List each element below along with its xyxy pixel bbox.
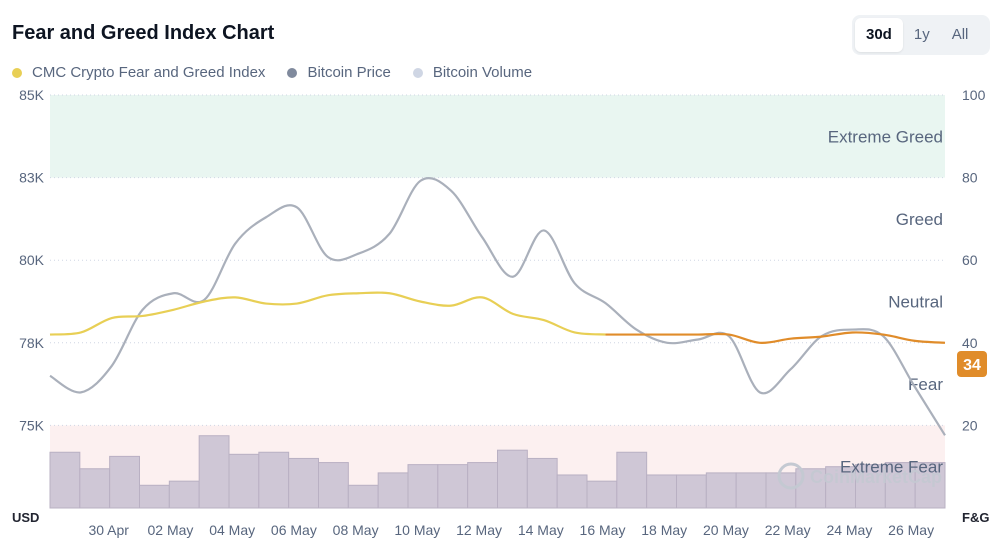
volume-bar (735, 472, 767, 509)
legend-label: Bitcoin Price (307, 64, 391, 81)
y-left-tick-label: 85K (19, 87, 45, 103)
volume-bar (705, 472, 737, 509)
volume-bar (467, 462, 498, 509)
volume-bar (437, 464, 469, 509)
volume-bar (288, 457, 319, 509)
y-right-tick-label: 60 (962, 252, 978, 268)
volume-bar (855, 464, 886, 509)
legend-dot-icon (12, 67, 22, 78)
volume-bar (676, 474, 707, 509)
y-left-tick-label: 75K (19, 417, 45, 433)
x-tick-label: 12 May (456, 522, 502, 538)
volume-bar (497, 449, 528, 509)
x-tick-label: 20 May (703, 522, 749, 538)
volume-bar (79, 468, 111, 509)
volume-bar (586, 480, 618, 509)
range-30d-button[interactable]: 30d (855, 18, 903, 52)
volume-bar (407, 464, 439, 509)
volume-bar (884, 462, 916, 509)
page-title: Fear and Greed Index Chart (12, 22, 275, 44)
volume-bar (825, 466, 857, 509)
fear-greed-line (49, 291, 606, 336)
volume-bar (765, 472, 797, 509)
volume-bar (258, 451, 290, 509)
volume-bar (109, 455, 140, 509)
x-tick-label: 08 May (333, 522, 379, 538)
time-range-selector: 30d 1y All (852, 15, 990, 55)
x-tick-label: 22 May (765, 522, 811, 538)
y-right-unit: F&G (962, 510, 989, 525)
volume-bar (526, 457, 558, 509)
x-tick-label: 04 May (209, 522, 255, 538)
chart-legend: CMC Crypto Fear and Greed Index Bitcoin … (12, 64, 532, 81)
volume-bar (49, 451, 81, 509)
zone-band (50, 95, 945, 178)
y-right-tick-label: 80 (962, 170, 978, 186)
current-value-badge: 34 (957, 351, 987, 377)
watermark-text: CoinMarketCap (810, 467, 942, 487)
current-value-label: 34 (963, 357, 981, 374)
legend-item-fear-greed[interactable]: CMC Crypto Fear and Greed Index (12, 64, 265, 81)
range-1y-button[interactable]: 1y (913, 26, 930, 43)
volume-bar (228, 453, 260, 509)
y-right-tick-label: 20 (962, 417, 978, 433)
zone-label: Extreme Fear (840, 458, 943, 477)
zone-label: Neutral (888, 293, 943, 312)
zone-label: Extreme Greed (828, 127, 943, 146)
x-tick-label: 02 May (147, 522, 193, 538)
y-right-tick-label: 40 (962, 335, 978, 351)
legend-dot-icon (412, 67, 423, 78)
legend-item-bitcoin-price[interactable]: Bitcoin Price (287, 64, 391, 81)
zone-label: Greed (896, 210, 943, 229)
legend-label: CMC Crypto Fear and Greed Index (32, 64, 266, 81)
x-tick-label: 06 May (271, 522, 317, 538)
x-tick-label: 30 Apr (88, 522, 129, 538)
y-left-tick-label: 78K (19, 335, 45, 351)
legend-item-bitcoin-volume[interactable]: Bitcoin Volume (412, 64, 533, 81)
x-tick-label: 26 May (888, 522, 934, 538)
volume-bar (914, 462, 946, 509)
volume-bar (168, 480, 200, 509)
x-tick-label: 16 May (580, 522, 626, 538)
x-tick-label: 18 May (641, 522, 687, 538)
volume-bar (347, 484, 379, 509)
range-all-button[interactable]: All (951, 26, 969, 43)
legend-label: Bitcoin Volume (432, 64, 533, 81)
legend-dot-icon (287, 67, 298, 78)
volume-bar (646, 474, 678, 509)
y-left-unit: USD (12, 510, 39, 525)
y-left-tick-label: 83K (19, 170, 45, 186)
y-right-tick-label: 100 (962, 87, 986, 103)
volume-bar (198, 435, 230, 509)
watermark-logo-icon (777, 462, 805, 490)
volume-bar (318, 462, 349, 509)
y-left-tick-label: 80K (19, 252, 45, 268)
x-tick-label: 10 May (394, 522, 440, 538)
volume-bar (616, 451, 648, 509)
x-tick-label: 24 May (826, 522, 872, 538)
volume-bar (377, 472, 409, 509)
volume-bar (139, 484, 170, 509)
watermark: CoinMarketCap (777, 462, 942, 490)
volume-bar (556, 474, 588, 509)
x-tick-label: 14 May (518, 522, 564, 538)
fear-greed-line-recent (605, 331, 946, 344)
